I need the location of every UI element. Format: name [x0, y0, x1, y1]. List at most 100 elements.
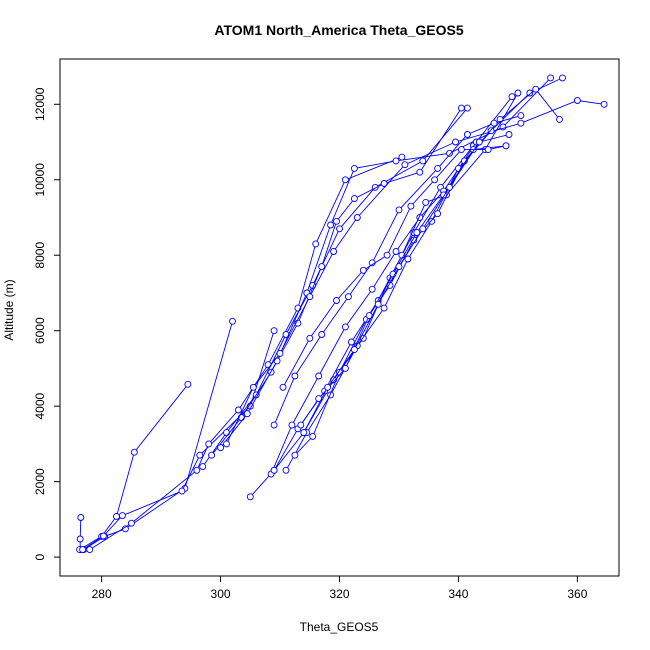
data-point: [434, 164, 442, 172]
data-point: [463, 131, 471, 138]
x-tick-label: 280: [92, 587, 112, 601]
data-point: [130, 448, 138, 456]
data-point: [223, 429, 230, 437]
data-point: [419, 225, 427, 233]
data-point: [416, 168, 424, 176]
data-point: [395, 206, 403, 214]
data-point: [306, 293, 314, 301]
data-point: [79, 546, 87, 554]
data-point: [318, 263, 326, 271]
x-axis: 280 300 320 340 360: [92, 576, 588, 601]
series-line: [294, 88, 560, 456]
data-point: [573, 97, 581, 104]
series: [86, 153, 406, 554]
data-point: [118, 512, 126, 520]
series-line: [79, 517, 82, 550]
series: [282, 74, 566, 474]
data-point: [270, 327, 278, 335]
x-tick-label: 300: [211, 587, 231, 601]
data-point: [270, 466, 278, 474]
data-point: [249, 383, 257, 391]
data-point: [559, 74, 566, 82]
data-point: [484, 146, 492, 154]
data-point: [446, 149, 453, 157]
series: [291, 85, 563, 459]
series: [279, 142, 510, 391]
data-point: [234, 406, 242, 414]
series-line: [285, 77, 563, 471]
data-point: [457, 104, 465, 112]
data-point: [99, 532, 107, 540]
data-point: [413, 229, 421, 237]
data-point: [475, 138, 483, 146]
series: [208, 104, 465, 459]
plot-frame: [59, 58, 620, 577]
data-point: [428, 217, 436, 225]
data-point: [514, 89, 522, 97]
data-point: [457, 146, 465, 154]
data-point: [246, 493, 254, 501]
data-point: [333, 297, 340, 304]
data-point: [300, 429, 308, 437]
data-point: [315, 372, 323, 380]
data-point: [205, 440, 213, 448]
data-point: [517, 112, 525, 120]
data-point: [383, 251, 391, 259]
data-point: [341, 176, 349, 184]
data-point: [270, 421, 278, 429]
data-point: [600, 100, 608, 108]
data-point: [547, 74, 555, 82]
data-point: [217, 444, 225, 452]
data-point: [505, 131, 513, 138]
series: [270, 89, 522, 474]
data-point: [330, 248, 338, 255]
data-point: [297, 421, 305, 429]
data-point: [502, 142, 510, 150]
data-point: [392, 157, 400, 165]
data-point: [273, 357, 281, 365]
data-point: [178, 487, 186, 495]
series: [217, 74, 555, 452]
data-point: [243, 410, 251, 418]
data-point: [526, 89, 534, 97]
y-tick-label: 2000: [33, 468, 47, 495]
data-point: [395, 263, 403, 271]
series: [246, 93, 516, 501]
data-point: [404, 255, 412, 263]
data-point: [344, 293, 352, 301]
data-point: [279, 383, 287, 391]
y-tick-label: 12000: [33, 87, 47, 121]
data-point: [77, 514, 85, 521]
data-point: [208, 451, 216, 459]
data-point: [446, 183, 453, 191]
data-point: [184, 380, 192, 388]
data-point: [434, 210, 442, 218]
series-line: [83, 321, 233, 550]
data-point: [288, 421, 296, 429]
data-series: [76, 74, 608, 554]
data-point: [76, 535, 84, 543]
series-line: [220, 77, 551, 448]
series-line: [282, 145, 507, 388]
series-line: [273, 115, 522, 426]
series: [267, 138, 480, 478]
data-point: [422, 198, 430, 206]
data-point: [291, 451, 299, 459]
data-point: [127, 519, 135, 527]
y-tick-label: 10000: [33, 163, 47, 197]
data-point: [333, 217, 340, 225]
data-point: [463, 104, 471, 112]
data-point: [196, 451, 204, 459]
y-tick-label: 4000: [33, 393, 47, 420]
data-point: [556, 115, 563, 123]
data-point: [306, 334, 314, 342]
data-point: [517, 119, 525, 127]
data-point: [490, 119, 498, 127]
data-point: [350, 195, 358, 203]
data-point: [419, 157, 427, 165]
data-point: [508, 93, 516, 101]
y-tick-label: 8000: [33, 242, 47, 269]
y-axis-title: Altitude (m): [2, 279, 16, 340]
data-point: [341, 323, 349, 331]
